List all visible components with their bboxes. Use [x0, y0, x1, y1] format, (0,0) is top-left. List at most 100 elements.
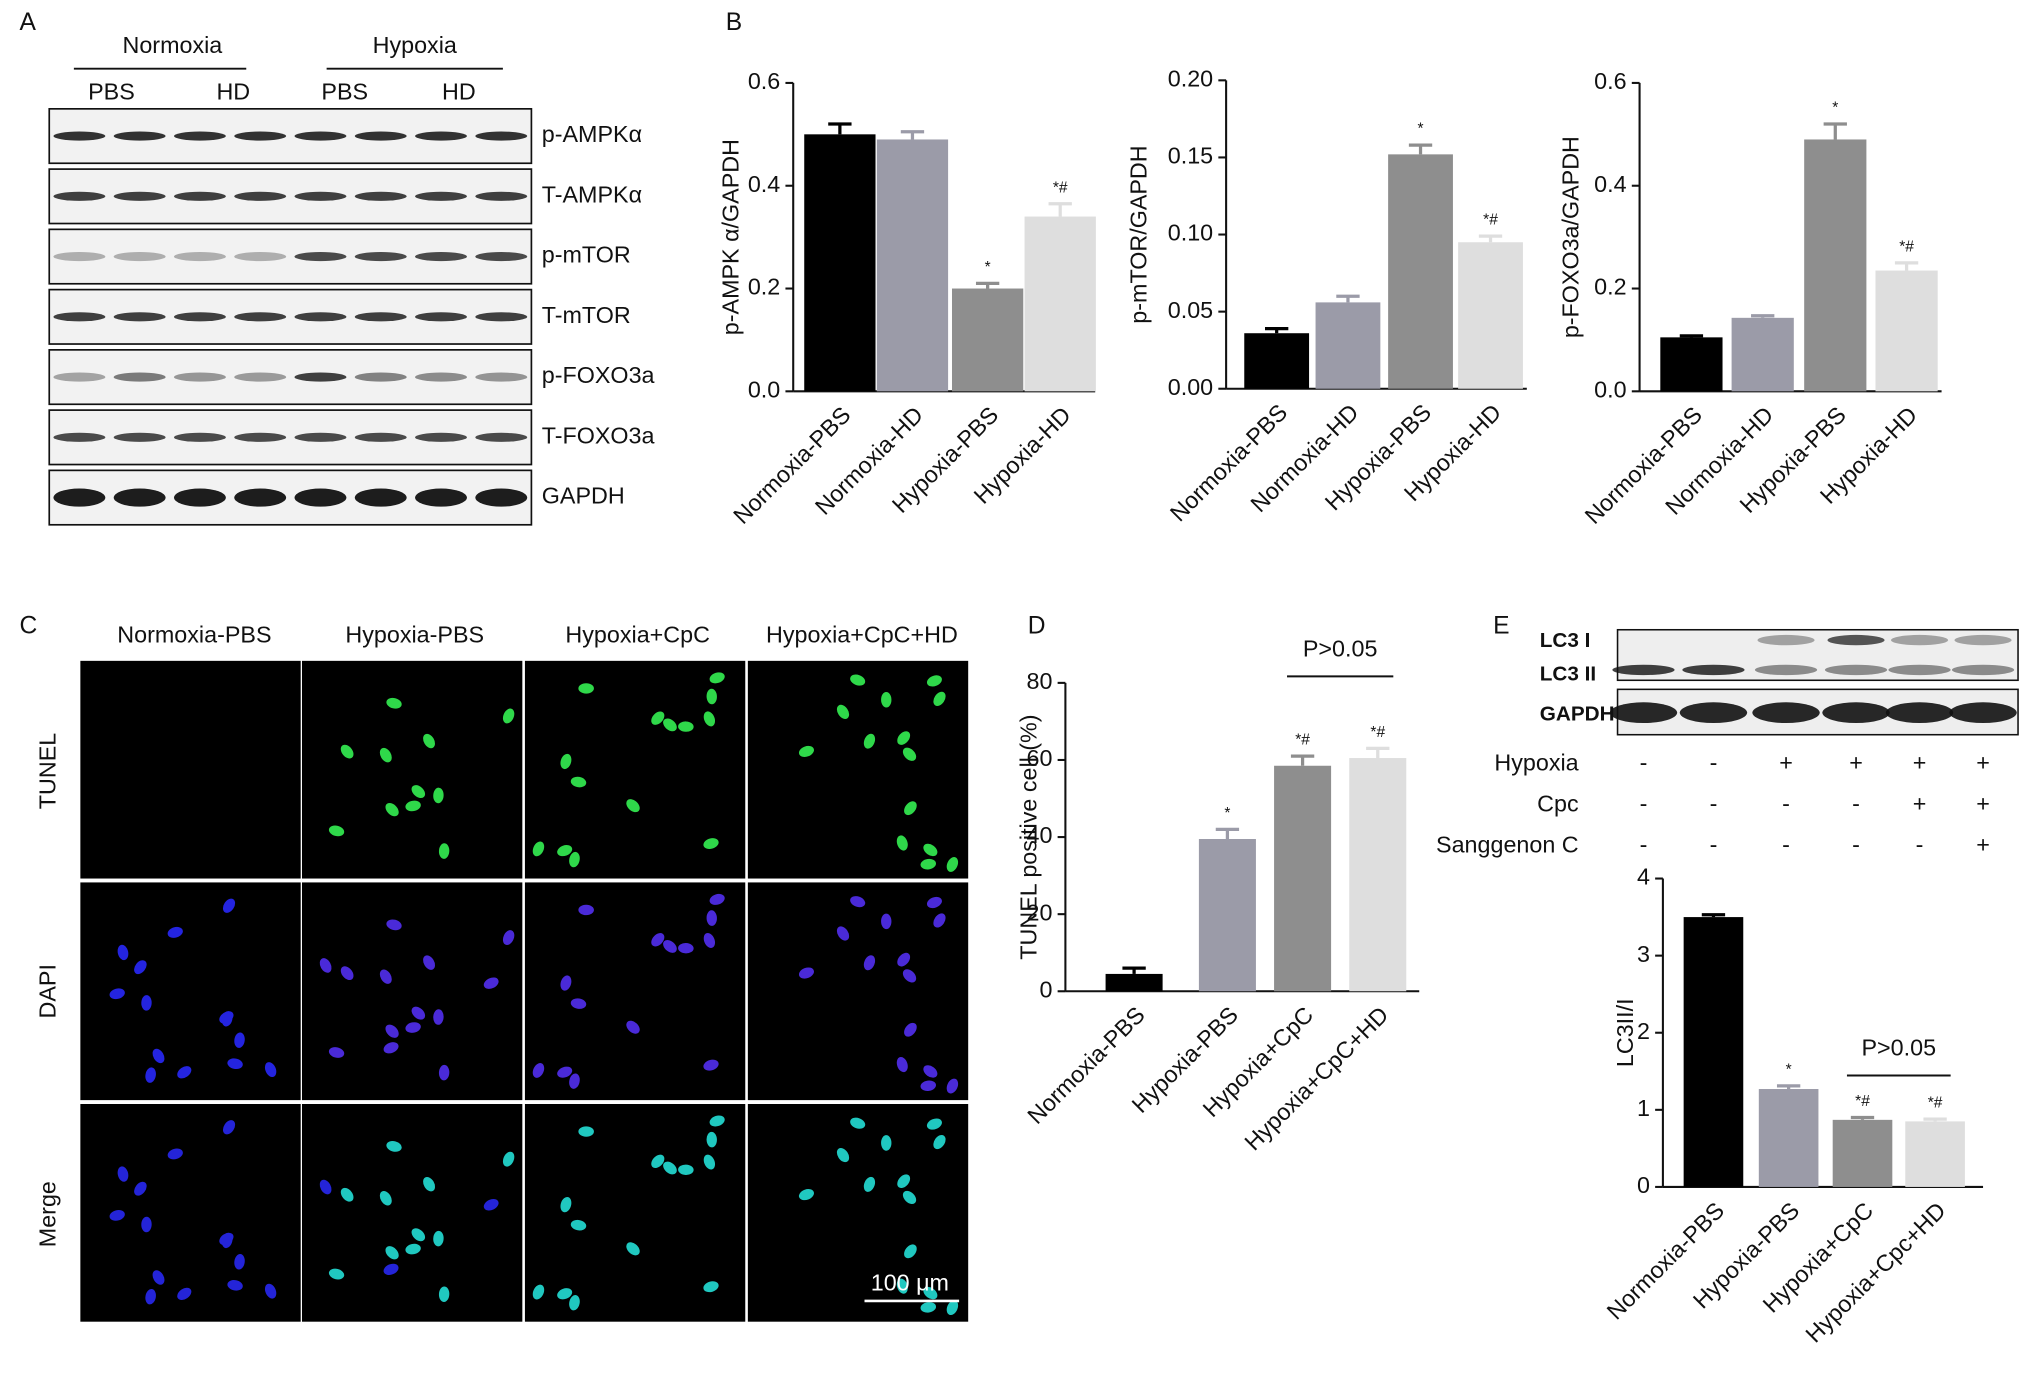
cell-nucleus	[328, 1268, 345, 1280]
blot-band	[234, 312, 287, 322]
condition-sign: +	[1913, 750, 1927, 776]
cell-nucleus	[570, 776, 587, 788]
cell-nucleus	[896, 835, 908, 851]
cell-nucleus	[678, 943, 694, 954]
column-label: Hypoxia-PBS	[345, 621, 484, 647]
micrograph	[301, 1104, 523, 1322]
cell-nucleus	[379, 969, 392, 984]
y-tick-label: 40	[1026, 822, 1052, 848]
subgroup-label: HD	[216, 78, 250, 104]
blot-band	[113, 252, 166, 262]
y-tick-label: 0.4	[748, 171, 780, 197]
significance-mark: *#	[1483, 212, 1498, 229]
blot-band	[53, 372, 106, 382]
column-label: Hypoxia+CpC+HD	[766, 621, 958, 647]
cell-nucleus	[117, 1166, 129, 1182]
significance-mark: *	[1418, 121, 1424, 138]
blot-band	[1679, 702, 1748, 724]
bar	[1244, 333, 1310, 389]
cell-nucleus	[703, 711, 716, 727]
scale-bar-label: 100 μm	[871, 1269, 949, 1295]
column-label: Normoxia-PBS	[117, 621, 271, 647]
blot-band	[354, 432, 407, 442]
blot-band	[294, 488, 347, 507]
cell-nucleus	[902, 747, 917, 761]
cell-nucleus	[433, 1230, 444, 1247]
cell-nucleus	[923, 1065, 938, 1078]
cell-nucleus	[569, 851, 580, 868]
cell-nucleus	[386, 1141, 402, 1152]
blot-band	[475, 191, 528, 201]
cell-nucleus	[663, 940, 677, 953]
blot-band	[475, 131, 528, 141]
cell-nucleus	[340, 1187, 354, 1202]
cell-nucleus	[850, 896, 866, 908]
blot-band	[1885, 702, 1954, 724]
cell-nucleus	[902, 969, 917, 983]
y-tick-label: 0.2	[1594, 274, 1626, 300]
bar	[1105, 973, 1163, 992]
condition-sign: -	[1640, 831, 1648, 857]
blot-band	[53, 312, 106, 322]
cell-nucleus	[411, 1006, 426, 1020]
bar	[1905, 1121, 1965, 1187]
y-tick-label: 80	[1026, 668, 1052, 694]
group-label: Normoxia	[123, 32, 223, 58]
cell-nucleus	[836, 704, 850, 719]
cell-nucleus	[904, 1022, 917, 1037]
cell-nucleus	[145, 1288, 156, 1305]
condition-sign: +	[1913, 790, 1927, 816]
blot-band	[1682, 664, 1745, 676]
cell-nucleus	[385, 1246, 399, 1260]
cell-nucleus	[177, 1287, 192, 1300]
bar	[1388, 154, 1453, 389]
cell-nucleus	[383, 1263, 399, 1275]
y-axis-label: TUNEL positive cell (%)	[1016, 714, 1042, 959]
significance-mark: *#	[1053, 179, 1068, 196]
blot-band	[174, 372, 226, 382]
cell-nucleus	[222, 1120, 236, 1135]
cell-nucleus	[703, 933, 716, 948]
x-tick-label: Hypoxia+Cpc+HD	[1800, 1197, 1950, 1347]
blot-band	[53, 488, 106, 507]
significance-mark: *#	[1295, 732, 1310, 749]
blot-band	[113, 312, 166, 322]
cell-nucleus	[340, 966, 354, 981]
cell-nucleus	[920, 858, 937, 870]
condition-sign: -	[1782, 831, 1790, 857]
cell-nucleus	[896, 1057, 908, 1073]
cell-nucleus	[920, 1080, 937, 1092]
cell-nucleus	[502, 708, 515, 724]
cell-nucleus	[177, 1066, 192, 1079]
band-label: LC3 II	[1540, 663, 1596, 686]
cell-nucleus	[709, 893, 725, 905]
band-label: LC3 I	[1540, 629, 1591, 652]
bar	[1758, 1089, 1819, 1187]
condition-sign: +	[1976, 750, 1990, 776]
cell-nucleus	[222, 898, 236, 913]
cell-nucleus	[946, 857, 959, 872]
cell-nucleus	[532, 1063, 545, 1078]
comparison-label: P>0.05	[1862, 1035, 1937, 1061]
bar	[1683, 917, 1744, 1187]
micrograph	[80, 660, 301, 879]
cell-nucleus	[578, 683, 594, 694]
cell-nucleus	[167, 1148, 183, 1160]
cell-nucleus	[438, 1064, 450, 1081]
y-tick-label: 0.15	[1168, 143, 1213, 169]
cell-nucleus	[405, 800, 421, 812]
cell-nucleus	[483, 977, 499, 989]
cell-nucleus	[663, 718, 677, 732]
cell-nucleus	[881, 691, 892, 708]
cell-nucleus	[234, 1254, 245, 1270]
blot-band	[174, 252, 226, 262]
cell-nucleus	[933, 691, 946, 706]
blot-band	[354, 252, 407, 262]
blot-band	[415, 312, 467, 322]
cell-nucleus	[502, 1151, 515, 1167]
blot-band	[53, 432, 106, 442]
cell-nucleus	[798, 1189, 814, 1201]
cell-nucleus	[933, 913, 946, 928]
cell-nucleus	[386, 919, 402, 931]
blot-band	[354, 372, 407, 382]
